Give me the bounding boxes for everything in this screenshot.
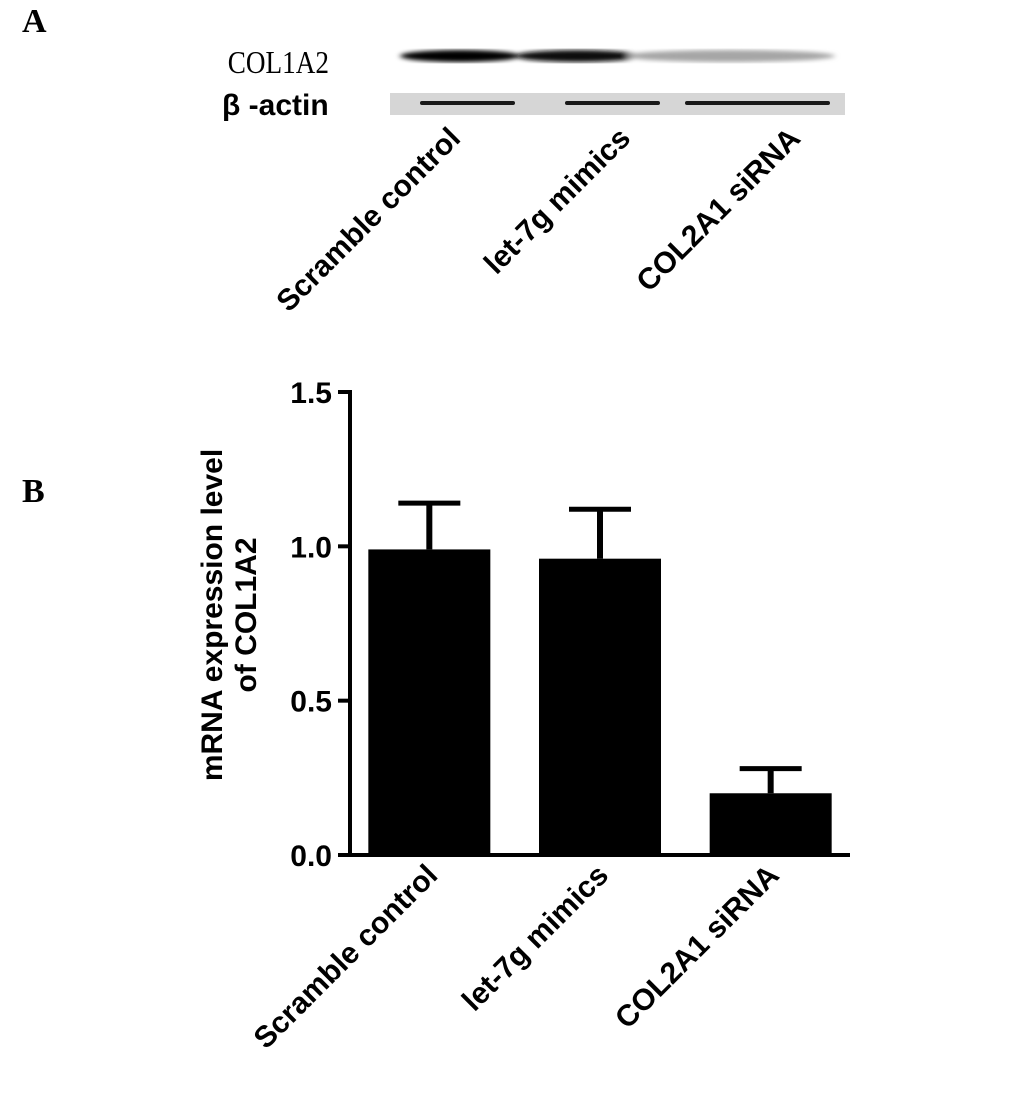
bar bbox=[539, 558, 661, 855]
panel-label-b: B bbox=[22, 473, 45, 510]
x-tick-label: COL2A1 siRNA bbox=[609, 859, 786, 1036]
blot-lane-label: COL2A1 siRNA bbox=[630, 122, 807, 299]
blot-lane-label: Scramble control bbox=[270, 122, 467, 319]
blot-band-col1a2 bbox=[400, 50, 520, 62]
y-tick-label: 0.0 bbox=[290, 840, 332, 873]
blot-band-col1a2 bbox=[515, 50, 640, 62]
y-axis-label-line2: of COL1A2 bbox=[230, 537, 263, 692]
blot-band-actin bbox=[420, 101, 515, 105]
y-tick-label: 0.5 bbox=[290, 686, 332, 719]
panel-label-a: A bbox=[22, 3, 47, 40]
blot-band-actin bbox=[565, 101, 660, 105]
blot-row-label-actin: β -actin bbox=[222, 89, 329, 122]
bar bbox=[709, 793, 832, 855]
x-tick-label: Scramble control bbox=[248, 859, 445, 1056]
blot-band-col1a2 bbox=[625, 50, 835, 62]
y-axis-label-line1: mRNA expression level bbox=[196, 449, 229, 781]
bar bbox=[368, 549, 491, 855]
x-tick-label: let-7g mimics bbox=[456, 859, 615, 1018]
y-tick-label: 1.5 bbox=[290, 377, 332, 410]
blot-lane-label: let-7g mimics bbox=[478, 122, 637, 281]
blot-row-label-col1a2: COL1A2 bbox=[228, 46, 329, 80]
y-tick-label: 1.0 bbox=[290, 531, 332, 564]
blot-band-actin bbox=[685, 101, 830, 105]
